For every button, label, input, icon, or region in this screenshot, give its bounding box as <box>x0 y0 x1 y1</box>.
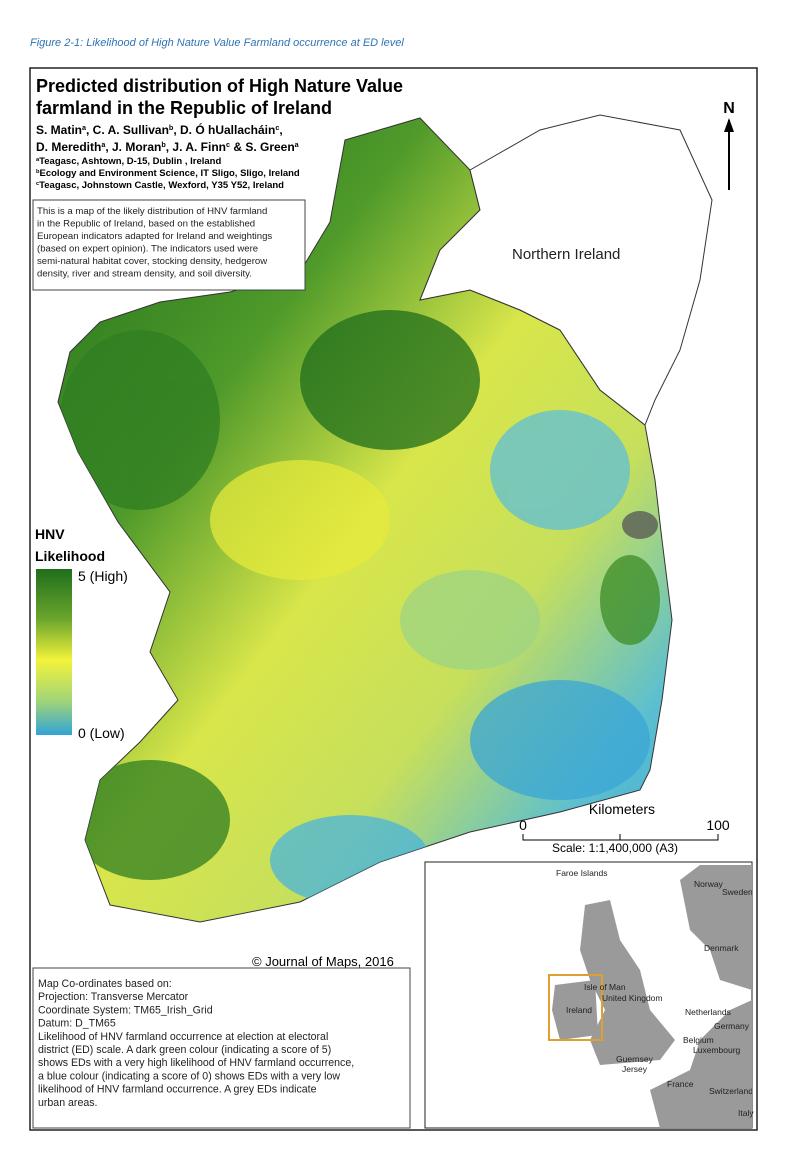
figure-caption: Figure 2-1: Likelihood of High Nature Va… <box>30 37 404 49</box>
inset-label: Netherlands <box>685 1007 731 1017</box>
superscript: b <box>169 123 174 132</box>
notes-line: urban areas. <box>38 1097 97 1109</box>
text-segment: & S. Green <box>230 140 295 154</box>
superscript: a <box>36 157 40 163</box>
inset-label: United Kingdom <box>602 993 662 1003</box>
map-title: farmland in the Republic of Ireland <box>36 98 332 118</box>
north-label: N <box>723 100 735 117</box>
text-segment: S. Matin <box>36 123 82 137</box>
inset-label: Germany <box>714 1021 750 1031</box>
inset-label: Switzerland <box>709 1086 753 1096</box>
superscript: a <box>82 123 87 132</box>
description-box <box>32 199 306 291</box>
legend-high: 5 (High) <box>78 568 128 584</box>
authors: S. Matina, C. A. Sullivanb, D. Ó hUallac… <box>36 122 283 137</box>
inset-highlight <box>548 974 603 1041</box>
scale-ratio: Scale: 1:1,400,000 (A3) <box>552 841 678 855</box>
notes-line: likelihood of HNV farmland occurrence. A… <box>38 1084 317 1096</box>
inset-label: France <box>667 1079 694 1089</box>
text-segment: , <box>279 123 282 137</box>
text-segment: Teagasc, Johnstown Castle, Wexford, Y35 … <box>39 180 284 191</box>
inset-label: Belgium <box>683 1035 714 1045</box>
notes-line: Coordinate System: TM65_Irish_Grid <box>38 1004 213 1016</box>
notes-line: a blue colour (indicating a score of 0) … <box>38 1070 340 1082</box>
description-line: This is a map of the likely distribution… <box>37 206 267 217</box>
notes-box <box>32 967 411 1129</box>
notes-line: Likelihood of HNV farmland occurrence at… <box>38 1031 328 1043</box>
map-title: Predicted distribution of High Nature Va… <box>36 76 403 96</box>
text-segment: , J. Moran <box>105 140 161 154</box>
copyright: © Journal of Maps, 2016 <box>252 954 394 969</box>
inset-label: Denmark <box>704 943 739 953</box>
superscript: b <box>161 140 166 149</box>
inset-label: Isle of Man <box>584 982 626 992</box>
superscript: c <box>226 140 230 149</box>
description: This is a map of the likely distribution… <box>37 206 272 280</box>
notes-line: Projection: Transverse Mercator <box>38 991 189 1003</box>
map-title-block: Predicted distribution of High Nature Va… <box>36 76 403 191</box>
inset-label: Norway <box>694 879 724 889</box>
northern-ireland <box>419 114 713 426</box>
scale-bar: Kilometers 0 100 Scale: 1:1,400,000 (A3) <box>519 801 730 855</box>
superscript: c <box>275 123 279 132</box>
inset-label: Guernsey <box>616 1054 654 1064</box>
inset-label: Jersey <box>622 1064 648 1074</box>
text-segment: D. Meredith <box>36 140 101 154</box>
description-line: (based on expert opinion). The indicator… <box>37 244 258 255</box>
text-segment: Teagasc, Ashtown, D-15, Dublin , Ireland <box>39 156 221 167</box>
notes-line: shows EDs with a very high likelihood of… <box>38 1057 354 1069</box>
notes-line: Datum: D_TM65 <box>38 1018 116 1030</box>
description-line: European indicators adapted for Ireland … <box>37 231 272 242</box>
scale-start: 0 <box>519 817 527 833</box>
legend-title: HNV <box>35 526 65 542</box>
legend-low: 0 (Low) <box>78 725 125 741</box>
inset-label: Sweden <box>722 887 753 897</box>
superscript: a <box>101 140 106 149</box>
legend-ramp <box>36 569 72 735</box>
affiliation: aTeagasc, Ashtown, D-15, Dublin , Irelan… <box>36 156 221 167</box>
description-line: in the Republic of Ireland, based on the… <box>37 219 255 230</box>
scale-unit: Kilometers <box>589 801 655 817</box>
inset-label: Faroe Islands <box>556 868 608 878</box>
authors: D. Mereditha, J. Moranb, J. A. Finnc & S… <box>36 140 300 155</box>
region-label: Northern Ireland <box>512 246 620 263</box>
notes: Map Co-ordinates based on:Projection: Tr… <box>38 978 354 1109</box>
affiliation: bEcology and Environment Science, IT Sli… <box>36 168 300 179</box>
superscript: c <box>36 181 39 187</box>
text-segment: Ecology and Environment Science, IT Slig… <box>39 168 299 179</box>
description-line: density, river and stream density, and s… <box>37 269 252 280</box>
notes-line: district (ED) scale. A dark green colour… <box>38 1044 331 1056</box>
inset-label: Italy <box>738 1108 754 1118</box>
inset-label: Luxembourg <box>693 1045 741 1055</box>
text-segment: , J. A. Finn <box>166 140 226 154</box>
superscript: a <box>295 140 300 149</box>
notes-line: Map Co-ordinates based on: <box>38 978 172 990</box>
superscript: b <box>36 169 40 175</box>
legend-title: Likelihood <box>35 548 105 564</box>
text-segment: , C. A. Sullivan <box>86 123 169 137</box>
ireland-map <box>57 114 713 923</box>
north-arrow: N <box>723 100 735 190</box>
scale-end: 100 <box>706 817 730 833</box>
affiliation: cTeagasc, Johnstown Castle, Wexford, Y35… <box>36 180 284 191</box>
text-segment: , D. Ó hUallacháin <box>173 122 275 137</box>
inset-label: Ireland <box>566 1005 592 1015</box>
legend: HNV Likelihood 5 (High) 0 (Low) <box>35 526 128 741</box>
description-line: semi-natural habitat cover, stocking den… <box>37 256 267 267</box>
